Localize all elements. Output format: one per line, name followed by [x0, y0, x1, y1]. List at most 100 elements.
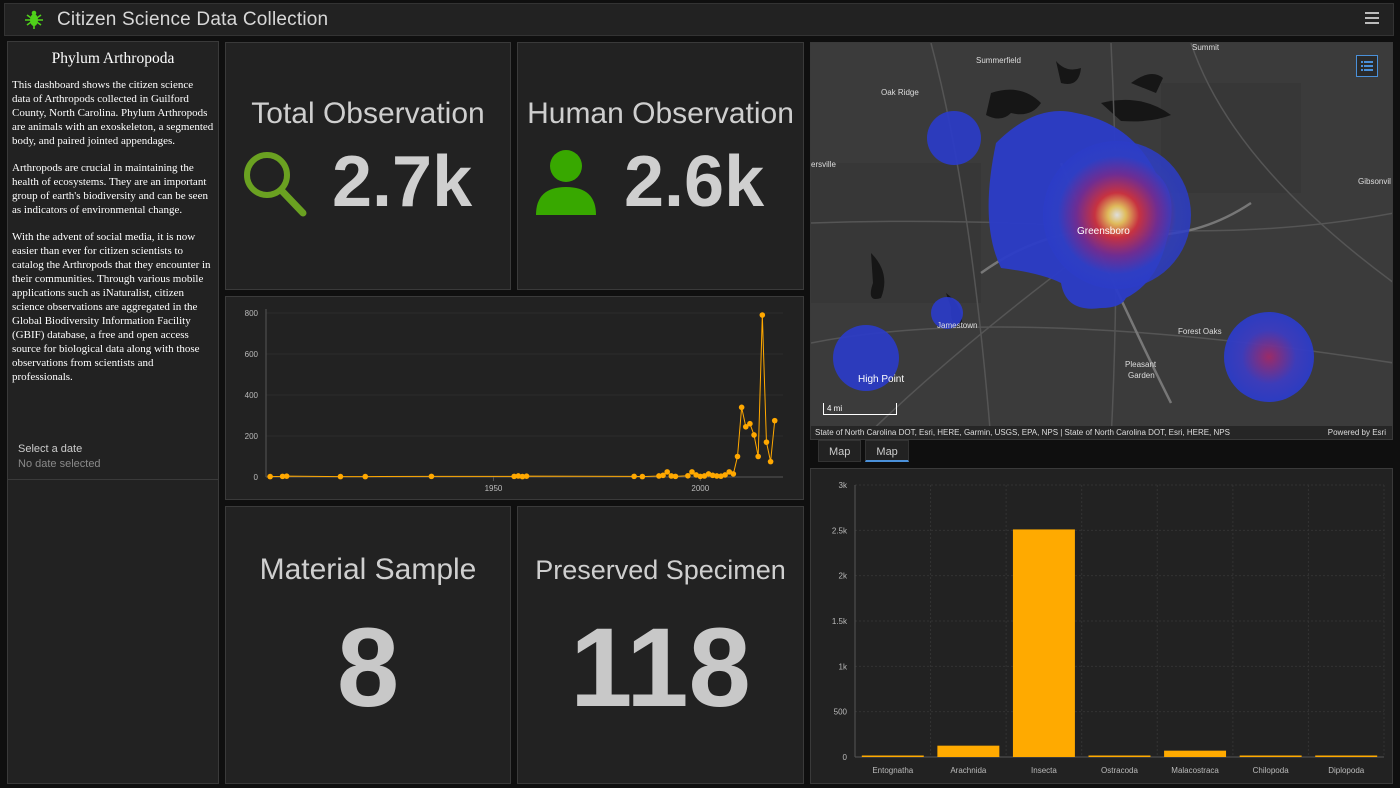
y-tick-label: 200 [245, 432, 259, 441]
bar [1012, 529, 1075, 757]
map-scale-bar: 4 mi [823, 403, 897, 415]
sidebar-description: This dashboard shows the citizen science… [8, 78, 218, 384]
data-point [771, 417, 778, 424]
data-point [668, 473, 675, 479]
date-selector[interactable]: Select a date No date selected [8, 434, 218, 480]
data-point [730, 471, 737, 477]
map-label: Summit [1192, 43, 1220, 52]
data-point [639, 473, 646, 480]
data-point [631, 473, 637, 480]
data-point [656, 473, 662, 479]
bar-chart-svg: 0 500 1k 1.5k 2k 2.5k 3k Entognatha Arachnida Ins… [832, 481, 1385, 775]
indicator-value: 118 [570, 605, 751, 730]
bar [937, 745, 1000, 757]
material-sample-indicator: Material Sample 8 [225, 506, 511, 784]
x-tick-label: Arachnida [950, 766, 987, 775]
legend-button[interactable] [1356, 55, 1378, 77]
map-label: Oak Ridge [881, 88, 919, 97]
map-label: Gibsonvil [1358, 177, 1391, 186]
data-point [697, 473, 704, 480]
map-label: Garden [1128, 371, 1155, 380]
data-point [279, 473, 286, 480]
data-point [722, 472, 728, 478]
x-tick-label: Ostracoda [1101, 766, 1138, 775]
data-point [759, 312, 766, 318]
data-point [337, 473, 344, 480]
date-selector-label: Select a date [18, 443, 83, 455]
map-label: Greensboro [1077, 226, 1130, 237]
indicator-value: 8 [336, 605, 400, 730]
data-point [751, 432, 757, 438]
data-point [767, 458, 774, 465]
data-point [747, 420, 753, 427]
sidebar-panel: Phylum Arthropoda This dashboard shows t… [7, 41, 219, 784]
data-point [362, 473, 369, 480]
y-tick-label: 400 [245, 391, 259, 400]
data-point [519, 473, 526, 480]
data-point [672, 473, 679, 480]
indicator-title: Preserved Specimen [535, 555, 786, 585]
data-point [267, 473, 273, 480]
map-basemap [811, 43, 1392, 439]
heatmap-map[interactable]: Summit Summerfield Oak Ridge ersville Gi… [810, 42, 1393, 440]
map-label: Summerfield [976, 56, 1021, 65]
map-label: ersville [811, 160, 836, 169]
class-bar-chart: 0 500 1k 1.5k 2k 2.5k 3k Entognatha Arachnida Ins… [810, 468, 1393, 784]
indicator-title: Total Observation [251, 97, 485, 130]
data-point [660, 472, 666, 479]
data-point [511, 473, 517, 480]
data-point [709, 472, 716, 479]
bar [1164, 750, 1227, 757]
bar [1239, 755, 1302, 757]
attribution-text: State of North Carolina DOT, Esri, HERE,… [815, 428, 1230, 437]
date-selector-value: No date selected [18, 458, 101, 470]
bug-logo-icon [25, 10, 43, 29]
data-point [742, 423, 749, 430]
bar [861, 755, 924, 757]
data-point [763, 439, 770, 445]
line-chart-svg: 0 200 400 600 800 1950 2000 [245, 309, 783, 493]
indicator-title: Material Sample [259, 553, 477, 586]
human-observation-indicator: Human Observation 2.6k [517, 42, 804, 290]
data-point [523, 473, 530, 479]
x-tick-label: Malacostraca [1171, 766, 1219, 775]
y-tick-label: 0 [843, 753, 848, 762]
indicator-value: 2.6k [624, 142, 765, 222]
indicator-value: 2.7k [332, 142, 473, 222]
legend-list-icon [1361, 61, 1373, 71]
data-point [515, 473, 522, 479]
x-tick-label: Entognatha [872, 766, 913, 775]
x-tick-label: 1950 [485, 484, 503, 493]
app-header: Citizen Science Data Collection [4, 3, 1394, 36]
map-label: Jamestown [937, 321, 978, 330]
sidebar-title: Phylum Arthropoda [51, 50, 175, 67]
map-label: High Point [858, 374, 905, 385]
data-point [685, 472, 691, 479]
tab-map-1[interactable]: Map [818, 440, 862, 462]
person-icon [536, 150, 596, 215]
indicator-title: Human Observation [527, 97, 794, 130]
powered-by-esri[interactable]: Powered by Esri [1327, 428, 1386, 437]
y-tick-label: 2.5k [832, 526, 848, 535]
bar [1315, 755, 1378, 757]
map-label: Forest Oaks [1178, 327, 1222, 336]
data-point [726, 469, 733, 475]
y-tick-label: 0 [254, 473, 259, 482]
menu-icon[interactable] [1365, 12, 1379, 26]
map-label: Pleasant [1125, 360, 1157, 369]
x-tick-label: Chilopoda [1253, 766, 1290, 775]
data-point [689, 469, 695, 475]
data-point [734, 453, 741, 460]
y-tick-label: 1k [839, 662, 848, 671]
data-point [701, 473, 708, 479]
tab-map-2[interactable]: Map [865, 440, 909, 462]
map-attribution: State of North Carolina DOT, Esri, HERE,… [811, 426, 1392, 439]
y-tick-label: 800 [245, 309, 259, 318]
bar [1088, 755, 1151, 757]
data-point [738, 404, 745, 411]
sidebar-paragraph: Arthropods are crucial in maintaining th… [12, 162, 208, 216]
preserved-specimen-indicator: Preserved Specimen 118 [517, 506, 804, 784]
y-tick-label: 500 [834, 708, 848, 717]
total-observation-indicator: Total Observation 2.7k [225, 42, 511, 290]
data-point [283, 473, 290, 479]
